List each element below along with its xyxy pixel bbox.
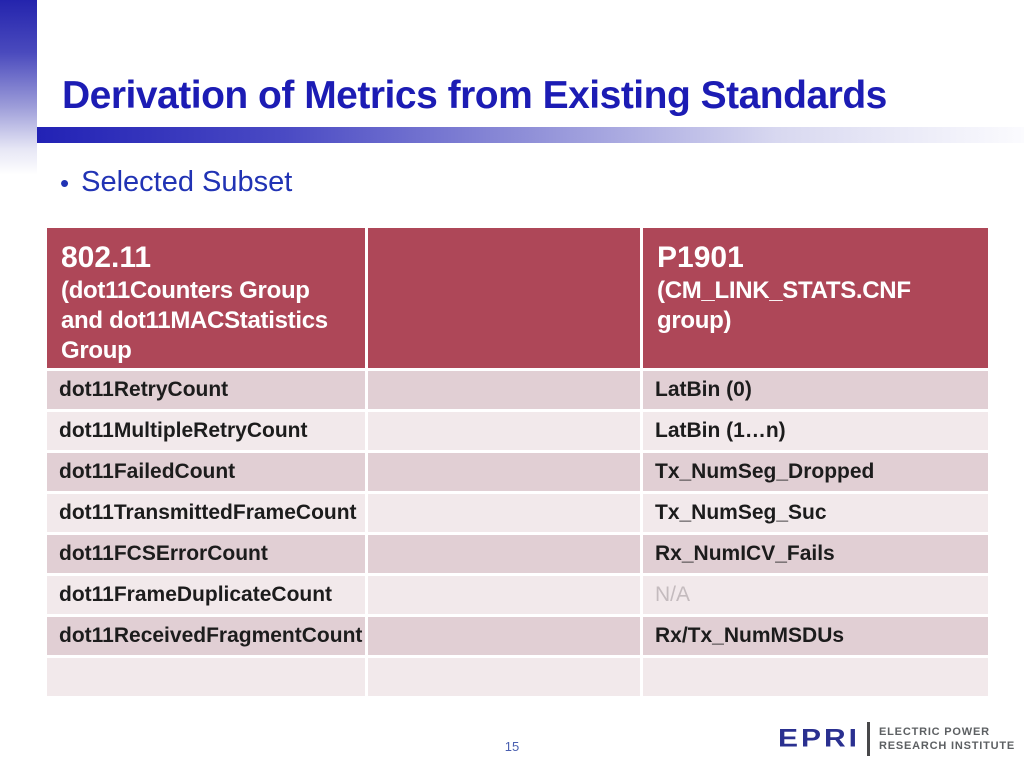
bullet-icon: • [60,167,70,198]
table-cell-left-row7: dot11ReceivedFragmentCount [47,617,365,655]
table-cell-left-row1: dot11RetryCount [47,371,365,409]
table-cell-mid-row7 [368,617,640,655]
logo-divider [867,722,871,756]
table-cell-left-row5: dot11FCSErrorCount [47,535,365,573]
table-cell-mid-row8 [368,658,640,696]
table-header-middle [368,228,640,368]
left-accent-bar [0,0,37,175]
table-cell-right-row3: Tx_NumSeg_Dropped [643,453,988,491]
table-cell-right-row6: N/A [643,576,988,614]
table-cell-left-row6: dot11FrameDuplicateCount [47,576,365,614]
table-cell-right-row1: LatBin (0) [643,371,988,409]
table-cell-right-row7: Rx/Tx_NumMSDUs [643,617,988,655]
bullet-label: Selected Subset [81,166,293,198]
logo-text: ELECTRIC POWER RESEARCH INSTITUTE [879,725,1015,753]
table-header-subtitle: (CM_LINK_STATS.CNF group) [657,277,911,334]
epri-logo: EPRI ELECTRIC POWER RESEARCH INSTITUTE [778,718,1015,760]
table-cell-right-row2: LatBin (1…n) [643,412,988,450]
epri-wordmark: EPRI [778,725,861,753]
page-title: Derivation of Metrics from Existing Stan… [62,74,887,118]
table-cell-mid-row1 [368,371,640,409]
metrics-table: 802.11 (dot11Counters Group and dot11MAC… [47,228,988,696]
table-header-802-11: 802.11 (dot11Counters Group and dot11MAC… [47,228,365,368]
bullet-item: • Selected Subset [60,166,292,199]
table-cell-mid-row5 [368,535,640,573]
page-number: 15 [504,739,520,754]
table-cell-left-row2: dot11MultipleRetryCount [47,412,365,450]
title-underline-bar [37,127,1024,143]
table-cell-mid-row3 [368,453,640,491]
table-header-title: P1901 [657,241,744,274]
logo-text-line2: RESEARCH INSTITUTE [879,740,1016,752]
table-cell-left-row3: dot11FailedCount [47,453,365,491]
table-cell-mid-row2 [368,412,640,450]
table-cell-left-row4: dot11TransmittedFrameCount [47,494,365,532]
table-header-p1901: P1901 (CM_LINK_STATS.CNF group) [643,228,988,368]
table-cell-right-row5: Rx_NumICV_Fails [643,535,988,573]
table-cell-right-row8 [643,658,988,696]
table-cell-mid-row6 [368,576,640,614]
table-cell-right-row4: Tx_NumSeg_Suc [643,494,988,532]
logo-text-line1: ELECTRIC POWER [879,726,990,738]
table-header-title: 802.11 [61,241,152,274]
table-cell-left-row8 [47,658,365,696]
table-cell-mid-row4 [368,494,640,532]
table-header-subtitle: (dot11Counters Group and dot11MACStatist… [61,277,328,364]
